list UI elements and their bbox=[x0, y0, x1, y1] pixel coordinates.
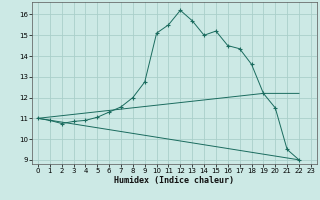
X-axis label: Humidex (Indice chaleur): Humidex (Indice chaleur) bbox=[115, 176, 234, 185]
